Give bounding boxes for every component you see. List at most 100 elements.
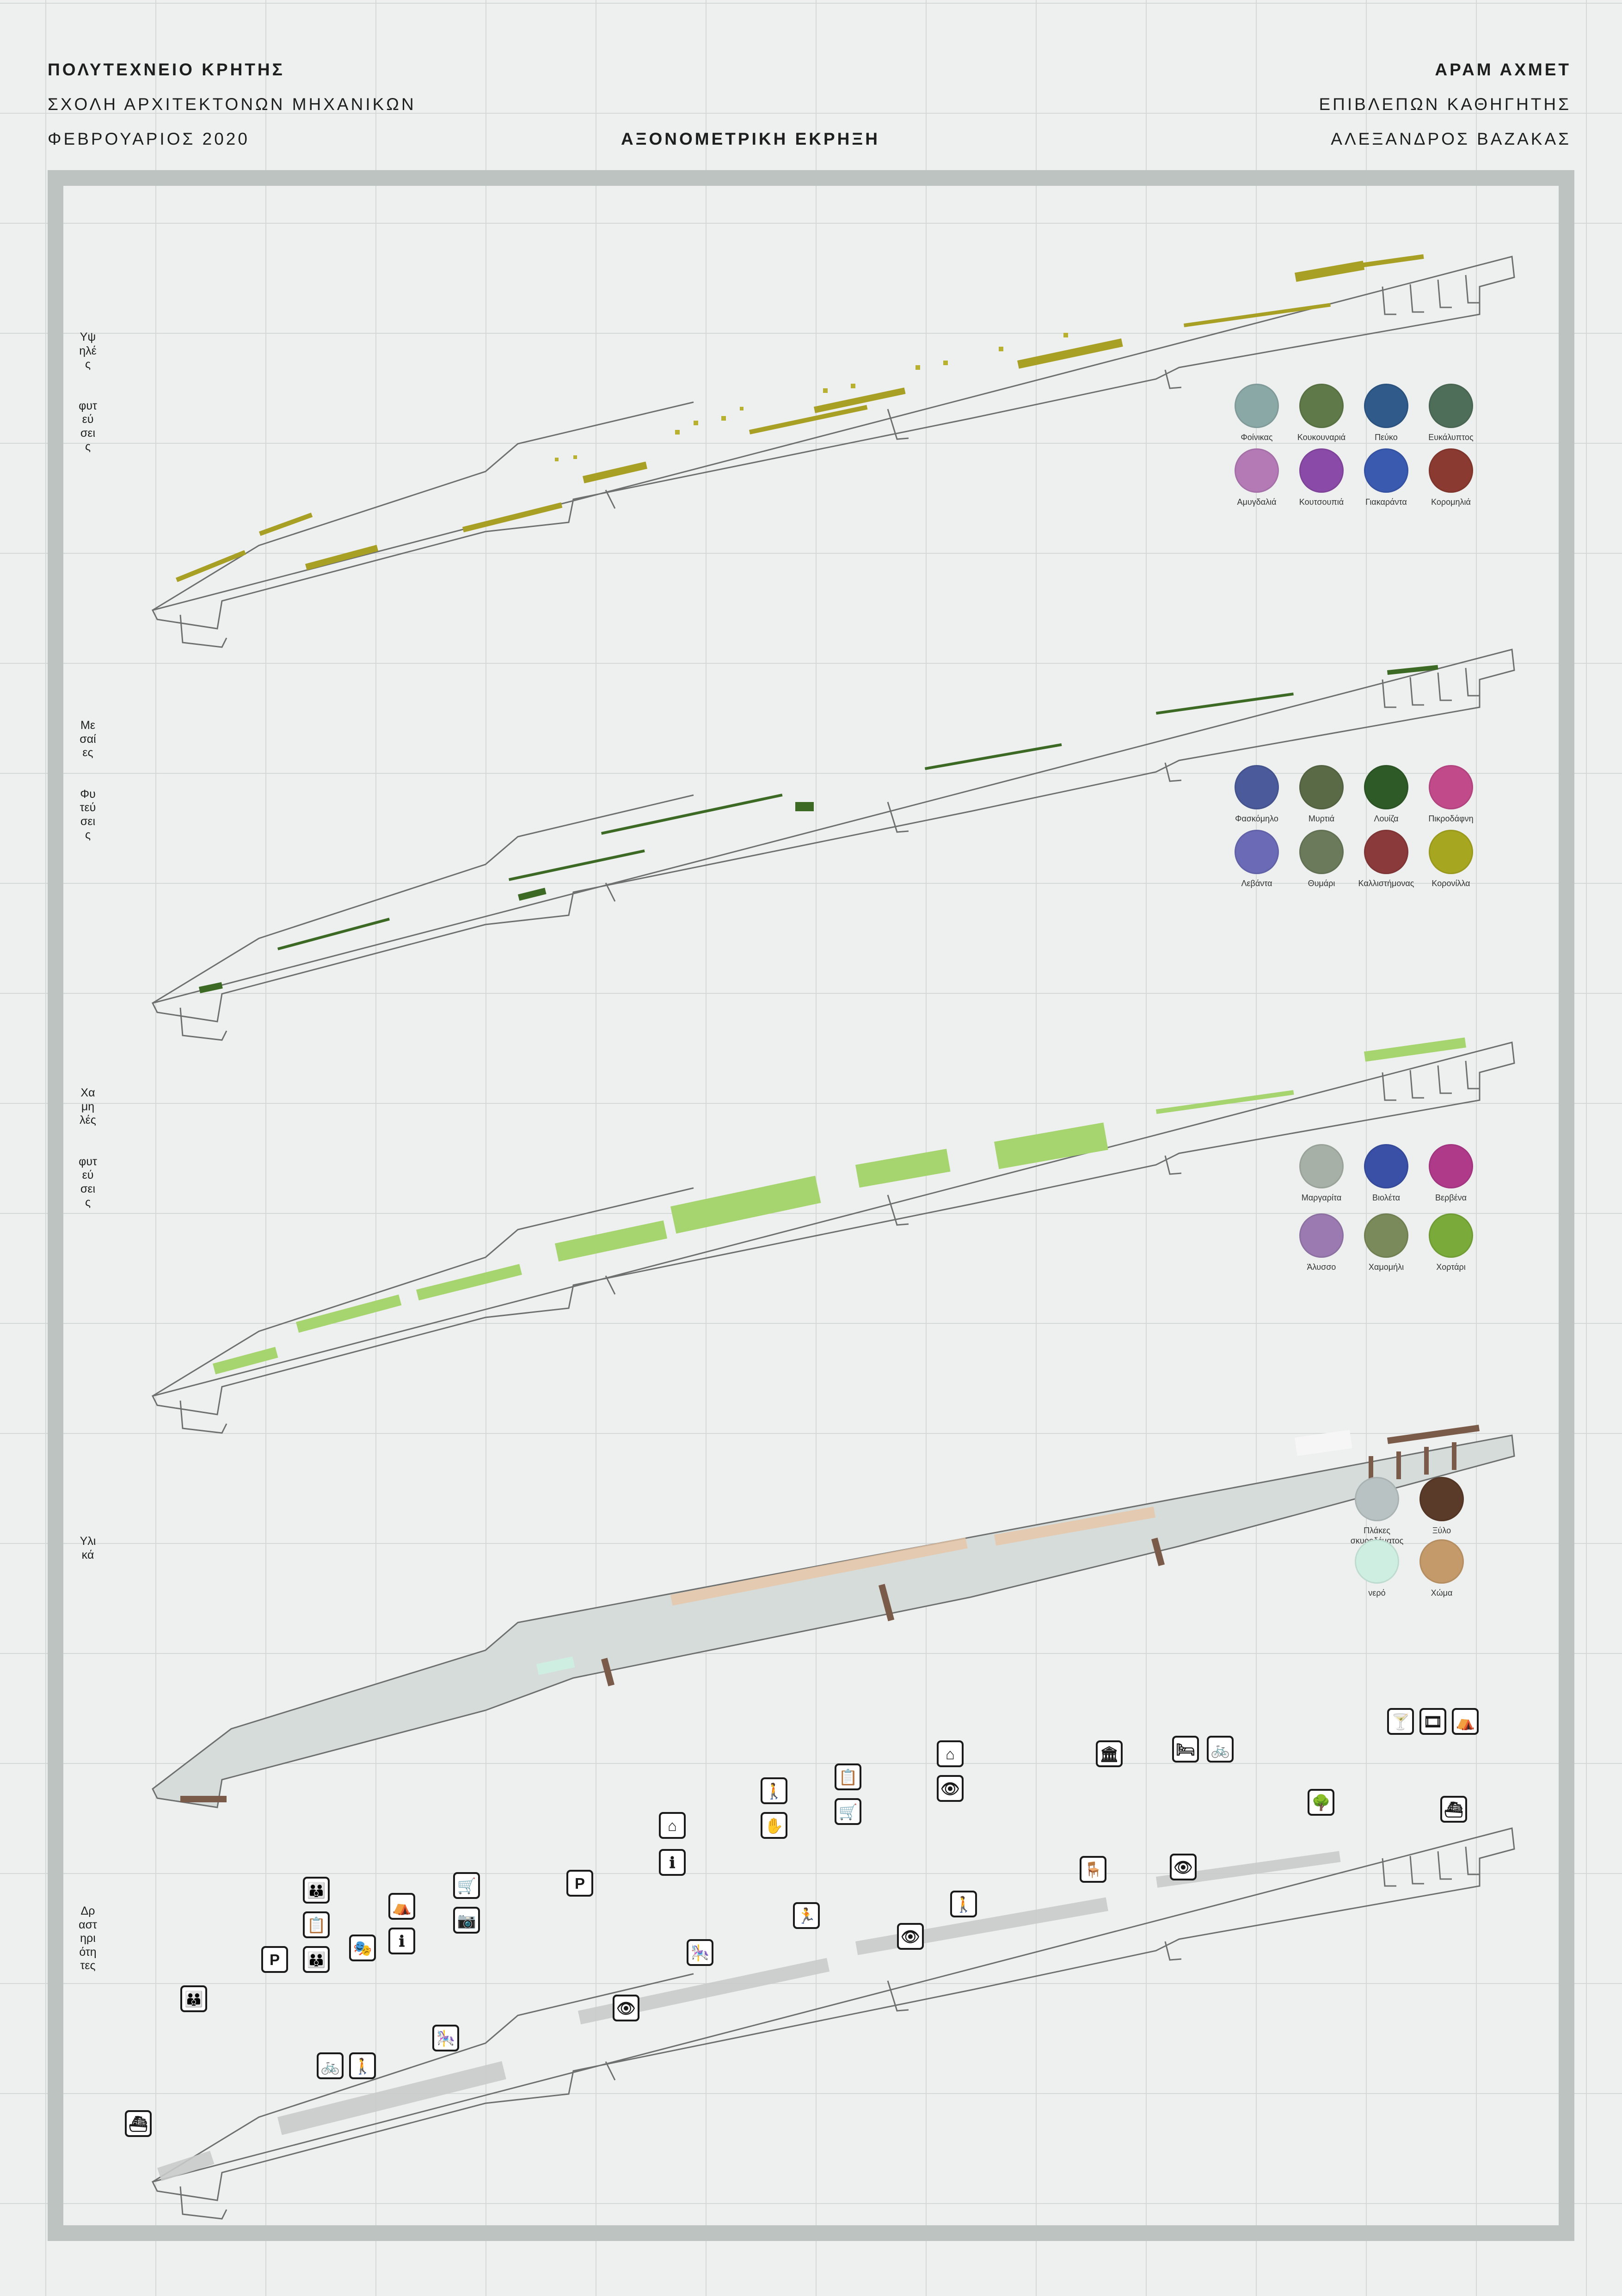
verbena-swatch: [1429, 1144, 1473, 1188]
viewpoint-icon: 👁: [613, 1995, 639, 2021]
layer-materials: [152, 1425, 1515, 1808]
layer-label-high: Υψηλές φυτεύσεις: [79, 331, 97, 453]
pine-swatch: [1364, 384, 1408, 428]
shopping-icon: 🛒: [453, 1872, 480, 1899]
info-icon: ℹ: [388, 1928, 415, 1954]
trees-icon: 🌳: [1308, 1789, 1334, 1816]
viewpoint-icon: 👁: [937, 1775, 964, 1802]
legend-mid-3: Πικροδάφνη: [1414, 765, 1488, 824]
legend-mid-2: Λουίζα: [1349, 765, 1423, 824]
callistemon-swatch: [1364, 830, 1408, 874]
violet-swatch: [1364, 1144, 1408, 1188]
wood-swatch: [1419, 1477, 1464, 1521]
alyssum-swatch: [1299, 1213, 1344, 1258]
people-icon: 👪: [180, 1985, 207, 2012]
layer-activities: [152, 1827, 1515, 2220]
lemon-verbena-swatch: [1364, 765, 1408, 809]
legend-mid-1: Μυρτιά: [1284, 765, 1358, 824]
oleander-swatch: [1429, 765, 1473, 809]
soil-swatch: [1419, 1539, 1464, 1584]
legend-mid-5: Θυμάρι: [1284, 830, 1358, 889]
thyme-swatch: [1299, 830, 1344, 874]
playground-icon: 🎠: [687, 1939, 713, 1966]
layer-high-plantings: [152, 254, 1515, 648]
legend-low-1: Βιολέτα: [1349, 1144, 1423, 1203]
jacaranda-swatch: [1364, 448, 1408, 493]
hand-icon: ✋: [761, 1812, 787, 1839]
person-icon: 🚶: [349, 2052, 376, 2079]
parking-icon: P: [261, 1946, 288, 1973]
almond-swatch: [1235, 448, 1279, 493]
legend-low-0: Μαργαρίτα: [1284, 1144, 1358, 1203]
legend-high-6: Γιακαράντα: [1349, 448, 1423, 508]
author-name: ΑΡΑΜ ΑΧΜΕΤ: [1435, 60, 1571, 79]
concrete-swatch: [1355, 1477, 1399, 1521]
legend-material-0: Πλάκες σκυροδέματος: [1340, 1477, 1414, 1546]
legend-high-0: Φοίνικας: [1220, 384, 1294, 443]
person-icon: 🚶: [761, 1777, 787, 1804]
daisy-swatch: [1299, 1144, 1344, 1188]
legend-material-2: νερό: [1340, 1539, 1414, 1598]
legend-mid-6: Καλλιστήμονας: [1349, 830, 1423, 889]
legend-material-3: Χώμα: [1405, 1539, 1479, 1598]
legend-low-4: Χαμομήλι: [1349, 1213, 1423, 1273]
home-icon: ⌂: [659, 1812, 686, 1839]
legend-material-1: Ξύλο: [1405, 1477, 1479, 1536]
legend-low-2: Βερβένα: [1414, 1144, 1488, 1203]
bicycle-icon: 🚲: [1207, 1736, 1234, 1763]
legend-mid-4: Λεβάντα: [1220, 830, 1294, 889]
playground-icon: 🎠: [432, 2025, 459, 2051]
exercise-icon: 🏃: [793, 1902, 820, 1929]
judas-tree-swatch: [1299, 448, 1344, 493]
supervisor-label: ΕΠΙΒΛΕΠΩΝ ΚΑΘΗΓΗΤΗΣ: [1319, 95, 1571, 114]
boat-icon: ⛴: [1440, 1796, 1467, 1823]
layer-label-mid: Μεσαίες Φυτεύσεις: [80, 719, 96, 841]
person-icon: 🚶: [950, 1891, 977, 1917]
picnic-icon: 🪑: [1080, 1856, 1106, 1883]
layer-label-activities: Δραστηριότητες: [79, 1904, 97, 1972]
layer-label-low: Χαμηλές φυτεύσεις: [79, 1086, 97, 1209]
grass-swatch: [1429, 1213, 1473, 1258]
market-icon: ⛺: [388, 1893, 415, 1920]
eucalyptus-swatch: [1429, 384, 1473, 428]
parking-icon: P: [566, 1870, 593, 1897]
legend-high-3: Ευκάλυπτος: [1414, 384, 1488, 443]
stone-pine-swatch: [1299, 384, 1344, 428]
shopping-icon: 🛒: [835, 1798, 861, 1825]
sage-swatch: [1235, 765, 1279, 809]
home-icon: ⌂: [937, 1740, 964, 1767]
plum-swatch: [1429, 448, 1473, 493]
people-icon: 👪: [303, 1877, 330, 1904]
legend-high-1: Κουκουναριά: [1284, 384, 1358, 443]
submission-date: ΦΕΒΡΟΥΑΡΙΟΣ 2020: [48, 129, 250, 148]
layer-label-materials: Υλικά: [80, 1535, 96, 1561]
lecture-icon: 📋: [303, 1911, 330, 1938]
university-name: ΠΟΛΥΤΕΧΝΕΙΟ ΚΡΗΤΗΣ: [48, 60, 285, 79]
legend-low-3: Άλυσσο: [1284, 1213, 1358, 1273]
palm-swatch: [1235, 384, 1279, 428]
theater-icon: 🎭: [349, 1935, 376, 1961]
bed-icon: 🛏: [1172, 1736, 1199, 1763]
legend-high-2: Πεύκο: [1349, 384, 1423, 443]
viewpoint-icon: 👁: [897, 1923, 924, 1950]
legend-high-5: Κουτσουπιά: [1284, 448, 1358, 508]
cocktail-icon: 🍸: [1387, 1708, 1414, 1735]
myrtle-swatch: [1299, 765, 1344, 809]
legend-low-5: Χορτάρι: [1414, 1213, 1488, 1273]
coronilla-swatch: [1429, 830, 1473, 874]
cinema-icon: 🎞: [1419, 1708, 1446, 1735]
drawing-frame: [48, 170, 1574, 2241]
info-icon: ℹ: [659, 1849, 686, 1876]
lavender-swatch: [1235, 830, 1279, 874]
legend-high-7: Κορομηλιά: [1414, 448, 1488, 508]
bicycle-icon: 🚲: [317, 2052, 344, 2079]
legend-high-4: Αμυγδαλιά: [1220, 448, 1294, 508]
legend-mid-0: Φασκόμηλο: [1220, 765, 1294, 824]
sheet-title: ΑΞΟΝΟΜΕΤΡΙΚΗ ΕΚΡΗΞΗ: [621, 129, 880, 148]
viewpoint-icon: 👁: [1170, 1854, 1197, 1880]
boat-icon: ⛴: [125, 2110, 152, 2137]
legend-mid-7: Κορονίλλα: [1414, 830, 1488, 889]
supervisor-name: ΑΛΕΞΑΝΔΡΟΣ ΒΑΖΑΚΑΣ: [1331, 129, 1571, 148]
lecture-icon: 📋: [835, 1763, 861, 1790]
